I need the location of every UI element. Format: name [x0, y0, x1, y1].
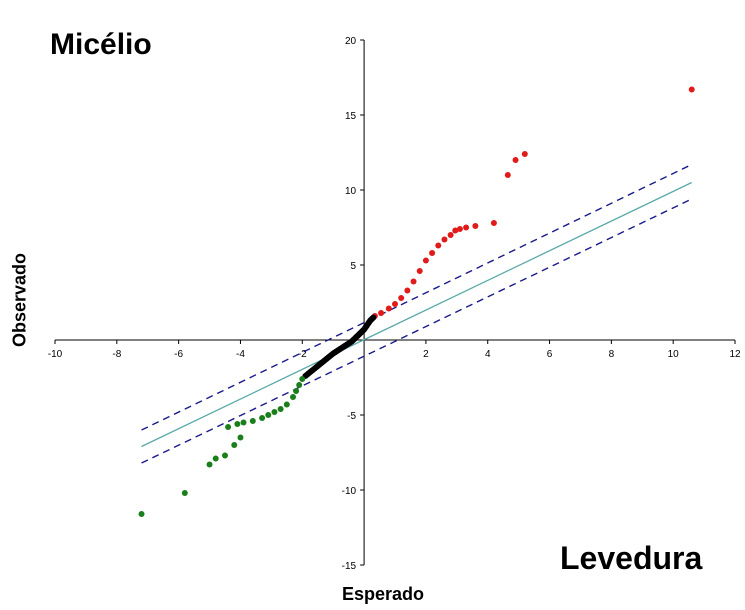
x-tick-label: 8 [609, 349, 615, 360]
data-point [259, 415, 266, 421]
data-point [283, 401, 290, 408]
data-point [222, 452, 228, 459]
data-point [231, 442, 238, 448]
y-tick-label: -10 [342, 486, 357, 497]
data-point [378, 310, 385, 316]
data-point [688, 86, 695, 93]
y-axis-label: Observado [9, 252, 30, 348]
data-point [512, 157, 519, 163]
data-points [138, 86, 695, 517]
y-tick-label: -5 [347, 411, 356, 422]
y-tick-label: -15 [342, 561, 357, 572]
y-tick-label: 10 [345, 186, 357, 197]
data-point [293, 388, 300, 394]
x-tick-label: 10 [668, 349, 680, 360]
data-point [277, 406, 284, 412]
x-tick-label: 6 [547, 349, 553, 360]
data-point [206, 461, 213, 468]
data-point [435, 242, 442, 249]
data-point [299, 376, 306, 382]
data-point-dense [303, 372, 310, 379]
data-point [138, 511, 145, 517]
axes: -10 -8 -6 -4 -2 2 4 6 8 10 12 -15 -10 -5 5 10 15 20 [48, 36, 741, 572]
data-point [290, 394, 296, 400]
confidence-band-lower [141, 198, 693, 464]
data-point [392, 301, 398, 307]
y-tick-label: 5 [351, 261, 357, 272]
x-tick-label: -6 [174, 349, 183, 360]
y-tick-label: 20 [345, 36, 357, 47]
data-point [237, 434, 244, 441]
data-point [456, 226, 463, 232]
data-point [490, 220, 497, 226]
data-point [410, 278, 417, 285]
x-tick-label: 4 [485, 349, 491, 360]
data-point [504, 172, 511, 178]
corner-label-micelio: Micélio [50, 28, 152, 61]
reference-line [141, 181, 693, 448]
data-point [422, 257, 429, 264]
x-tick-label: -4 [236, 349, 245, 360]
data-point [225, 424, 232, 430]
data-point [385, 305, 392, 312]
x-axis-label: Esperado [342, 584, 425, 604]
data-point [398, 295, 405, 301]
data-point [249, 418, 256, 424]
x-tick-label: -10 [48, 349, 63, 360]
data-point [452, 227, 459, 234]
data-point [521, 151, 528, 157]
data-point [181, 490, 188, 496]
data-point [265, 412, 272, 418]
data-point [234, 421, 241, 427]
data-point [416, 268, 423, 274]
x-tick-label: -8 [112, 349, 121, 360]
x-tick-label: -2 [298, 349, 307, 360]
data-point [441, 236, 448, 243]
data-point [296, 382, 303, 388]
x-tick-label: 2 [423, 349, 429, 360]
confidence-band-upper [141, 163, 693, 431]
data-point [212, 455, 219, 462]
reference-lines [141, 163, 693, 464]
data-point [447, 232, 454, 238]
corner-label-levedura: Levedura [560, 540, 703, 576]
x-tick-label: 12 [729, 349, 741, 360]
data-point [463, 224, 470, 231]
data-point [404, 287, 411, 294]
y-tick-label: 15 [345, 111, 357, 122]
data-point [271, 409, 278, 415]
data-point [240, 419, 247, 426]
data-point [429, 250, 436, 256]
data-point [472, 223, 479, 229]
